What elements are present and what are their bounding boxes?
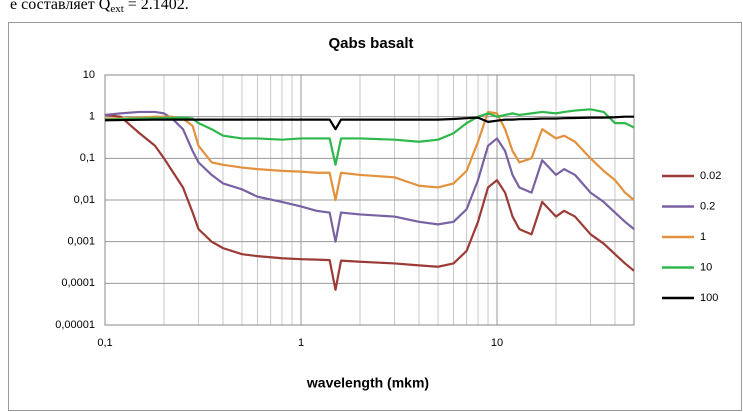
y-tick-label: 0,0001 <box>61 277 95 289</box>
x-tick-label: 0,1 <box>97 337 112 349</box>
series-line <box>104 110 635 243</box>
caption: е составляет Qext = 2.1402. <box>10 0 189 15</box>
caption-text: е составляет Q <box>10 0 111 13</box>
y-tick-label: 0,00001 <box>55 319 95 331</box>
x-tick-label: 10 <box>491 337 503 349</box>
y-tick-label: 0,01 <box>74 194 95 206</box>
y-tick-label: 0,001 <box>67 236 95 248</box>
series-line <box>104 115 634 131</box>
series-line <box>104 108 635 166</box>
caption-text: = 2.1402. <box>124 0 189 13</box>
legend-label: 10 <box>700 261 712 273</box>
x-tick-label: 1 <box>298 337 304 349</box>
series-line <box>104 113 635 291</box>
legend-label: 1 <box>700 231 706 243</box>
legend-label: 0.2 <box>700 200 715 212</box>
legend-label: 100 <box>700 292 718 304</box>
series-line <box>105 110 635 202</box>
y-tick-label: 0,1 <box>80 152 95 164</box>
chart-title: Qabs basalt <box>328 35 413 52</box>
x-axis-label: wavelength (mkm) <box>306 375 429 391</box>
y-tick-label: 1 <box>89 111 95 123</box>
chart-frame <box>8 22 742 411</box>
y-tick-label: 10 <box>83 69 95 81</box>
caption-subscript: ext <box>110 3 123 15</box>
legend-label: 0.02 <box>700 170 721 182</box>
